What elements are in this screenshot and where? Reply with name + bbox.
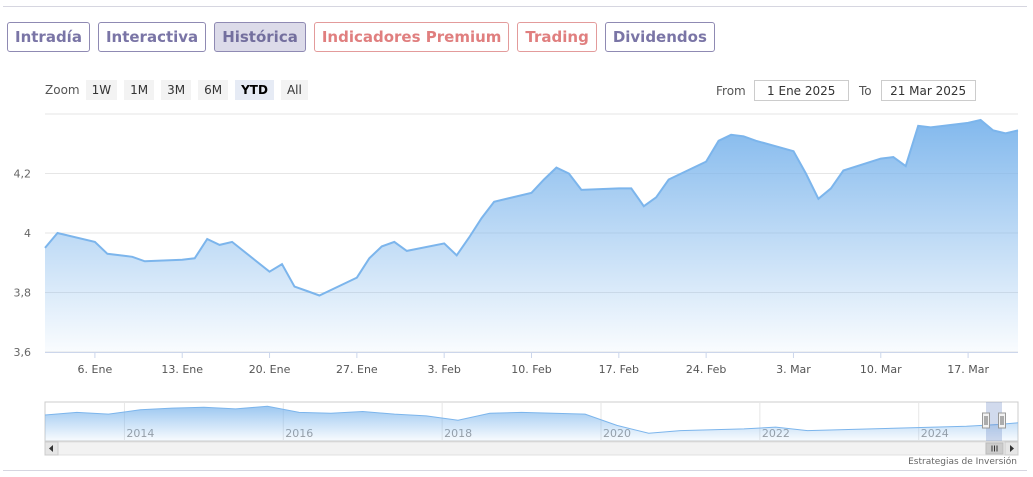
x-tick-label: 20. Ene (249, 363, 291, 376)
range-to: To 21 Mar 2025 (859, 80, 976, 101)
x-tick-label: 10. Mar (860, 363, 902, 376)
tab-trading[interactable]: Trading (517, 22, 597, 52)
tab-dividendos[interactable]: Dividendos (604, 22, 715, 52)
zoom-button-1w[interactable]: 1W (85, 80, 118, 100)
arrow-left-icon (49, 445, 53, 452)
bottom-divider (3, 470, 1027, 471)
chart-credit: Estrategias de Inversión (908, 457, 1017, 467)
top-divider (3, 6, 1027, 7)
y-tick-label: 3,8 (14, 287, 32, 300)
x-tick-label: 3. Mar (776, 363, 811, 376)
zoom-button-3m[interactable]: 3M (161, 80, 192, 100)
chart-tabs: Intradía Interactiva Histórica Indicadores … (7, 22, 715, 52)
zoom-button-6m[interactable]: 6M (198, 80, 229, 100)
tab-indicadores-premium[interactable]: Indicadores Premium (313, 22, 510, 52)
price-line (44, 118, 1019, 297)
x-tick-label: 27. Ene (336, 363, 378, 376)
range-from: From 1 Ene 2025 (716, 80, 849, 101)
y-tick-label: 4 (24, 227, 31, 240)
x-tick-label: 6. Ene (78, 363, 113, 376)
zoom-button-ytd[interactable]: YTD (235, 80, 274, 100)
price-area (45, 120, 1018, 352)
navigator-line (44, 405, 1019, 434)
navigator-selection[interactable] (986, 402, 1002, 441)
navigator-right-handle[interactable] (998, 412, 1006, 429)
y-tick-label: 4,2 (14, 168, 32, 181)
x-tick-label: 17. Mar (947, 363, 989, 376)
x-tick-label: 3. Feb (427, 363, 460, 376)
zoom-selector: Zoom 1W 1M 3M 6M YTD All (45, 80, 315, 100)
x-tick-label: 24. Feb (686, 363, 726, 376)
x-tick-label: 13. Ene (161, 363, 203, 376)
tab-interactiva[interactable]: Interactiva (97, 22, 207, 52)
zoom-button-all[interactable]: All (280, 80, 308, 100)
tab-hist-rica[interactable]: Histórica (214, 22, 306, 52)
zoom-label: Zoom (45, 83, 80, 97)
arrow-right-icon (1010, 445, 1014, 452)
navigator-area (45, 406, 1018, 441)
y-tick-label: 3,6 (14, 346, 32, 359)
navigator-left-handle[interactable] (982, 412, 990, 429)
to-date-input[interactable]: 21 Mar 2025 (880, 80, 976, 101)
x-tick-label: 17. Feb (599, 363, 639, 376)
zoom-button-1m[interactable]: 1M (124, 80, 155, 100)
from-label: From (716, 83, 746, 98)
to-label: To (859, 83, 872, 98)
tab-intrad-a[interactable]: Intradía (7, 22, 90, 52)
from-date-input[interactable]: 1 Ene 2025 (753, 80, 849, 101)
x-tick-label: 10. Feb (511, 363, 551, 376)
scrollbar-track[interactable] (44, 441, 1019, 456)
